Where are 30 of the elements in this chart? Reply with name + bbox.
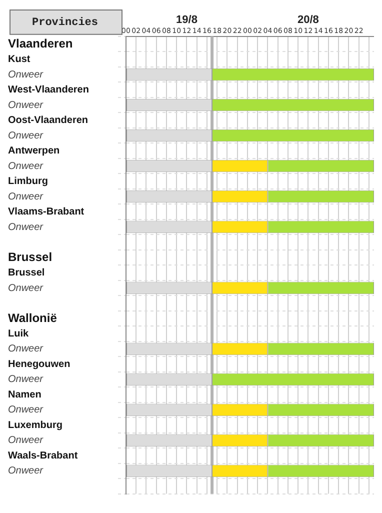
y-tick-label: Oost-Vlaanderen [8,115,88,126]
text: 19/8 [176,14,198,26]
y-tick-label: Luik [8,328,29,340]
y-tick-label: Wallonië [8,310,58,325]
y-tick-label: Onweer [8,282,44,294]
y-tick-label: West-Vlaanderen [8,84,89,96]
y-tick-label: Onweer [8,69,44,80]
y-tick-label: Luxemburg [8,420,62,431]
y-tick-label: Kust [8,54,31,66]
y-tick-label: Henegouwen [8,358,70,370]
y-tick-label: Namen [8,389,42,400]
y-tick-label: Waals-Brabant [8,450,78,462]
y-tick-label: Limburg [8,176,48,187]
y-tick-label: Onweer [8,404,44,416]
y-tick-label: Vlaanderen [8,36,73,50]
y-tick-label: Onweer [8,466,44,477]
text: 20/8 [297,14,319,26]
y-tick-label: Onweer [8,374,44,386]
y-tick-label: Onweer [8,130,44,142]
y-tick-label: Vlaams-Brabant [8,206,85,218]
y-tick-label: Brussel [8,250,52,264]
y-tick-label: Onweer [8,160,44,172]
y-tick-label: Antwerpen [8,146,60,156]
y-tick-label: Onweer [8,100,44,111]
y-tick-label: Brussel [8,267,45,278]
y-tick-label: Onweer [8,435,44,446]
y-tick-label: Onweer [8,191,44,202]
y-tick-label: Onweer [8,222,44,233]
y-axis-title: Provincies [32,16,98,29]
y-tick-label: Onweer [8,344,44,355]
